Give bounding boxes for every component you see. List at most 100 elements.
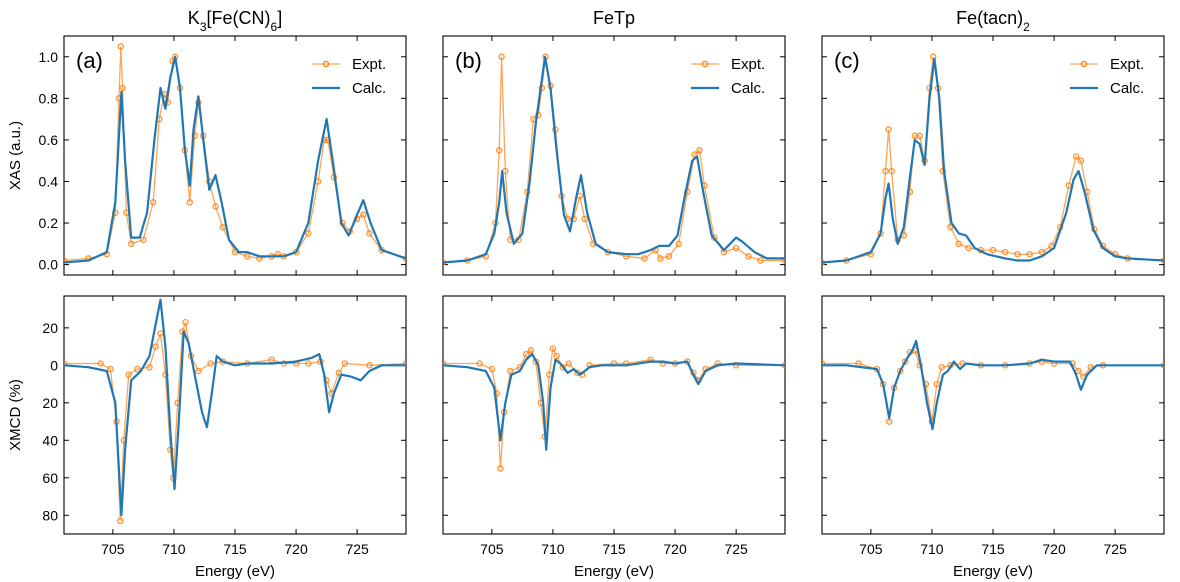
y-tick-label: 1.0 <box>39 49 59 65</box>
expt-point <box>116 517 124 525</box>
y-tick-label: 0.2 <box>39 215 59 231</box>
expt-point <box>488 365 496 373</box>
expt-point <box>757 257 764 264</box>
panel-title: Fe(tacn)2 <box>956 8 1030 34</box>
panel-2-row-0: (c) Expt. Calc. <box>821 35 1165 276</box>
x-tick-label: 715 <box>602 541 626 557</box>
panel-tag: (a) <box>76 48 103 73</box>
expt-point <box>1038 248 1046 256</box>
x-tick-label: 705 <box>859 541 883 557</box>
expt-point <box>929 53 937 61</box>
x-tick-label: 710 <box>541 541 565 557</box>
panel-title-part: [Fe(CN) <box>207 8 271 28</box>
legend-expt-label: Expt. <box>1110 56 1144 73</box>
expt-point <box>781 257 785 264</box>
expt-point <box>443 360 447 367</box>
expt-point <box>195 367 202 375</box>
expt-point <box>207 360 214 367</box>
expt-point <box>125 371 132 378</box>
expt-point <box>696 147 703 154</box>
x-axis-label: Energy (eV) <box>195 563 275 580</box>
panel-title-part: 6 <box>271 20 278 34</box>
legend: Expt. Calc. <box>312 56 386 97</box>
x-tick-label: 720 <box>1042 541 1066 557</box>
expt-point <box>559 363 566 371</box>
legend-expt-label: Expt. <box>731 56 765 73</box>
expt-point <box>152 343 159 350</box>
expt-series-line <box>822 56 1164 264</box>
expt-point <box>1075 367 1082 375</box>
expt-point <box>476 360 483 367</box>
expt-point <box>134 365 141 373</box>
expt-point <box>745 253 752 260</box>
expt-point <box>549 345 557 352</box>
expt-point <box>675 240 682 248</box>
expt-point <box>885 418 893 425</box>
panel-title: FeTp <box>593 8 635 28</box>
expt-point <box>97 360 104 367</box>
x-tick-label: 715 <box>981 541 1005 557</box>
legend-calc-label: Calc. <box>731 80 765 97</box>
expt-point <box>691 151 698 158</box>
y-tick-label: 20 <box>42 320 58 336</box>
expt-point <box>882 167 889 175</box>
expt-point <box>366 230 373 237</box>
plot-frame <box>821 295 1165 535</box>
expt-point <box>107 365 114 373</box>
panel-title-part: Fe(tacn) <box>956 8 1023 28</box>
expt-point <box>916 132 923 140</box>
y-tick-label: 60 <box>42 470 58 486</box>
expt-point <box>140 236 147 243</box>
expt-point <box>366 362 373 369</box>
legend: Expt. Calc. <box>1070 56 1144 97</box>
panel-tag: (b) <box>455 48 482 73</box>
y-tick-label: 80 <box>42 507 58 523</box>
y-tick-label: 0.8 <box>39 90 59 106</box>
expt-point <box>127 240 135 248</box>
panel-tag: (c) <box>834 48 860 73</box>
expt-point <box>1014 250 1021 258</box>
y-tick-label: 0.6 <box>39 132 59 148</box>
expt-series-line <box>443 56 785 264</box>
plot-frame <box>442 295 786 535</box>
expt-point <box>335 369 343 377</box>
expt-point <box>243 253 251 260</box>
y-tick-label: 0.0 <box>39 257 59 273</box>
x-tick-label: 705 <box>101 541 125 557</box>
expt-point <box>506 367 514 375</box>
expt-point <box>117 43 125 50</box>
expt-point <box>341 360 349 367</box>
expt-series-line <box>822 349 1164 422</box>
expt-point <box>305 360 312 367</box>
x-tick-label: 720 <box>284 541 308 557</box>
x-axis-label: Energy (eV) <box>574 563 654 580</box>
expt-point <box>119 84 126 92</box>
y-axis-label: XMCD (%) <box>7 379 24 451</box>
expt-point <box>360 211 367 218</box>
legend-expt-marker <box>322 60 330 68</box>
expt-point <box>965 244 972 252</box>
y-tick-label: 0.4 <box>39 173 59 189</box>
y-tick-label: 0 <box>50 357 58 373</box>
x-tick-label: 725 <box>724 541 748 557</box>
y-tick-label: 20 <box>42 395 58 411</box>
expt-point <box>186 199 194 206</box>
expt-point <box>888 167 895 175</box>
expt-point <box>565 360 573 367</box>
x-tick-label: 725 <box>1103 541 1127 557</box>
panel-title: K3[Fe(CN)6] <box>188 8 282 34</box>
expt-point <box>1001 248 1009 256</box>
expt-point <box>305 230 312 237</box>
expt-point <box>167 446 174 453</box>
legend: Expt. Calc. <box>691 56 765 97</box>
expt-point <box>885 126 892 133</box>
expt-point <box>268 356 275 363</box>
panel-0-row-1: 705 710 715 720 725 20 0 20 40 60 80 XMCD (%) Energy… <box>7 295 407 580</box>
calc-series-line <box>64 55 406 264</box>
panel-0-row-0: 0.0 0.2 0.4 0.6 0.8 1.0 XAS (a.u.) (a) Expt. Calc… <box>7 35 407 276</box>
expt-point <box>732 244 740 252</box>
legend-calc-label: Calc. <box>1110 80 1144 97</box>
expt-series-line <box>64 46 406 262</box>
expt-point <box>146 363 153 371</box>
